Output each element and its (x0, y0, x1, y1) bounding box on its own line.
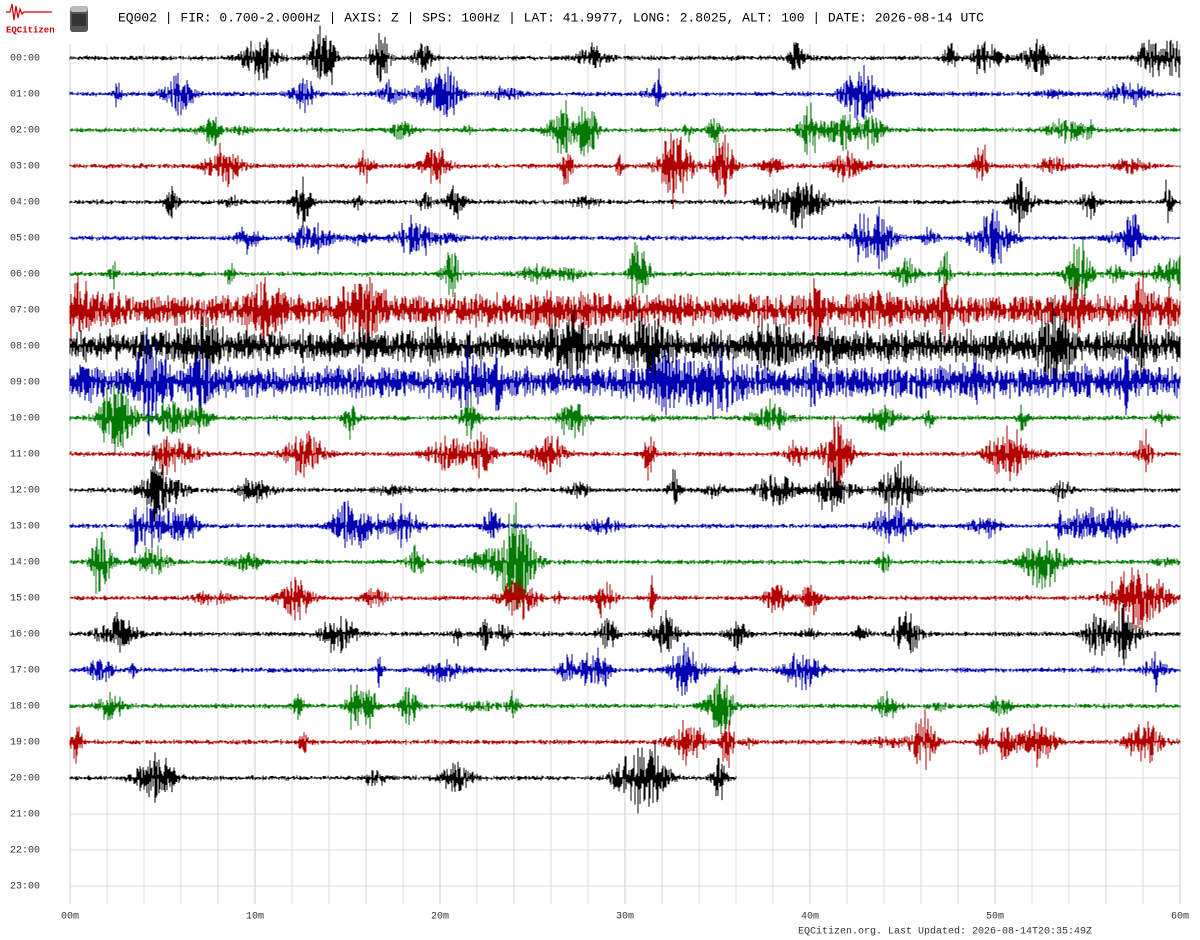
title: EQ002 | FIR: 0.700-2.000Hz | AXIS: Z | S… (118, 10, 984, 25)
trace (69, 500, 1181, 554)
row-label: 22:00 (10, 846, 40, 857)
trace (69, 25, 1181, 85)
trace (69, 383, 1181, 453)
row-label: 07:00 (10, 306, 40, 317)
row-label: 02:00 (10, 126, 40, 137)
trace (69, 298, 1181, 390)
row-label: 09:00 (10, 378, 40, 389)
trace (69, 742, 737, 814)
trace (69, 270, 1181, 355)
trace (69, 176, 1181, 233)
x-tick-label: 60m (1171, 912, 1189, 923)
trace (69, 604, 1181, 666)
row-label: 08:00 (10, 342, 40, 353)
trace (69, 642, 1181, 696)
row-label: 14:00 (10, 558, 40, 569)
row-label: 21:00 (10, 810, 40, 821)
trace (69, 238, 1181, 309)
row-label: 16:00 (10, 630, 40, 641)
trace (69, 416, 1181, 496)
row-label: 05:00 (10, 234, 40, 245)
row-label: 06:00 (10, 270, 40, 281)
trace (69, 709, 1181, 771)
row-label: 17:00 (10, 666, 40, 677)
trace (69, 445, 1181, 527)
row-label: 20:00 (10, 774, 40, 785)
trace (69, 206, 1181, 269)
row-label: 12:00 (10, 486, 40, 497)
trace (69, 502, 1181, 611)
row-label: 01:00 (10, 90, 40, 101)
row-label: 18:00 (10, 702, 40, 713)
row-label: 23:00 (10, 882, 40, 893)
row-label: 10:00 (10, 414, 40, 425)
trace (69, 100, 1181, 157)
x-tick-label: 40m (801, 912, 819, 923)
row-label: 19:00 (10, 738, 40, 749)
row-label: 11:00 (10, 450, 40, 461)
x-tick-label: 20m (431, 912, 449, 923)
x-tick-label: 00m (61, 912, 79, 923)
x-tick-label: 50m (986, 912, 1004, 923)
traces (69, 25, 1181, 814)
row-label: 13:00 (10, 522, 40, 533)
trace (69, 132, 1181, 210)
trace (69, 327, 1181, 437)
x-tick-label: 10m (246, 912, 264, 923)
trace (69, 567, 1181, 630)
logo-text: EQCitizen (6, 25, 55, 35)
logo-wave (6, 3, 52, 21)
row-label: 04:00 (10, 198, 40, 209)
trace (69, 65, 1181, 121)
row-label: 03:00 (10, 162, 40, 173)
row-label: 00:00 (10, 54, 40, 65)
row-label: 15:00 (10, 594, 40, 605)
sensor-icon (70, 6, 88, 32)
footer: EQCitizen.org. Last Updated: 2026-08-14T… (798, 926, 1092, 938)
labels: 00m 10m 20m 30m 40m 50m 60m 00:00 01:00 02:00 03:0… (10, 54, 1189, 923)
trace (69, 675, 1181, 734)
x-tick-label: 30m (616, 912, 634, 923)
